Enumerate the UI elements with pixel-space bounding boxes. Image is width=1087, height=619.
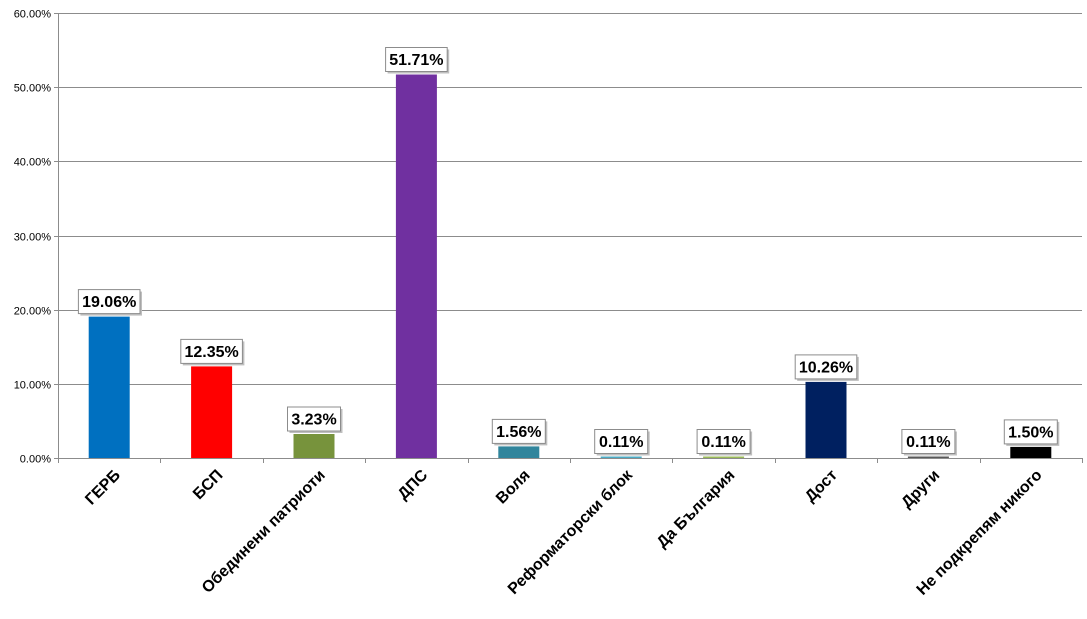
data-label: 12.35% — [180, 338, 245, 366]
bar — [395, 74, 437, 458]
gridlines — [58, 13, 1082, 385]
y-tick-label: 0.00% — [20, 454, 51, 466]
y-tick-label: 20.00% — [14, 306, 52, 318]
y-tick-label: 60.00% — [14, 9, 52, 21]
data-label: 0.11% — [696, 429, 753, 456]
bar — [805, 381, 847, 458]
y-tick-label: 30.00% — [14, 232, 52, 244]
bar — [600, 456, 642, 458]
data-label-box — [180, 338, 243, 364]
data-label: 10.26% — [794, 354, 859, 381]
data-label: 0.11% — [594, 429, 650, 456]
category-label: БСП — [190, 467, 226, 503]
data-label: 1.50% — [1003, 419, 1060, 446]
data-label-box — [77, 289, 141, 315]
data-label-box — [901, 429, 956, 454]
data-label-box — [385, 47, 448, 72]
data-label-box — [594, 429, 649, 454]
bar — [498, 446, 540, 458]
category-label: Дост — [802, 467, 841, 506]
data-label-text: 1.50% — [1008, 424, 1053, 441]
data-labels: 19.06% 12.35% 3.23% 51.71% 1.56% 0.11% 0.11% 10… — [77, 47, 1060, 456]
category-label: Воля — [493, 467, 534, 508]
y-tick-label: 10.00% — [14, 380, 52, 392]
y-tick-label: 50.00% — [14, 83, 52, 95]
data-label-text: 1.56% — [496, 424, 541, 441]
data-label: 0.11% — [901, 429, 957, 456]
data-label-text: 19.06% — [82, 294, 136, 311]
category-label: Да България — [654, 467, 739, 552]
data-label-text: 0.11% — [906, 434, 950, 451]
bar — [907, 456, 949, 458]
data-label-text: 10.26% — [799, 359, 853, 376]
axes — [54, 13, 1083, 463]
data-label-box — [794, 354, 858, 380]
data-label-box — [696, 429, 751, 454]
data-label-text: 3.23% — [291, 412, 336, 429]
data-label: 3.23% — [287, 406, 343, 433]
y-axis-tick-labels: 0.00% 10.00% 20.00% 30.00% 40.00% 50.00% 60.00… — [14, 9, 52, 466]
category-label: ДПС — [395, 466, 432, 503]
data-label-box — [491, 418, 546, 444]
data-label: 1.56% — [491, 418, 548, 446]
bar — [88, 316, 130, 458]
bar — [1010, 446, 1052, 458]
data-label-text: 0.11% — [599, 434, 643, 451]
category-label: Други — [898, 467, 943, 512]
data-label: 19.06% — [77, 289, 142, 316]
data-label-text: 0.11% — [701, 434, 745, 451]
data-label-box — [1003, 419, 1058, 445]
data-label-text: 12.35% — [184, 344, 238, 361]
y-tick-label: 40.00% — [14, 157, 52, 169]
data-label-box — [287, 406, 341, 432]
bar — [293, 434, 335, 458]
data-label-text: 51.71% — [389, 52, 443, 69]
bars — [88, 74, 1052, 458]
category-label: ГЕРБ — [82, 467, 124, 509]
bar — [191, 366, 233, 458]
bar — [703, 456, 745, 458]
data-label: 51.71% — [385, 47, 450, 74]
